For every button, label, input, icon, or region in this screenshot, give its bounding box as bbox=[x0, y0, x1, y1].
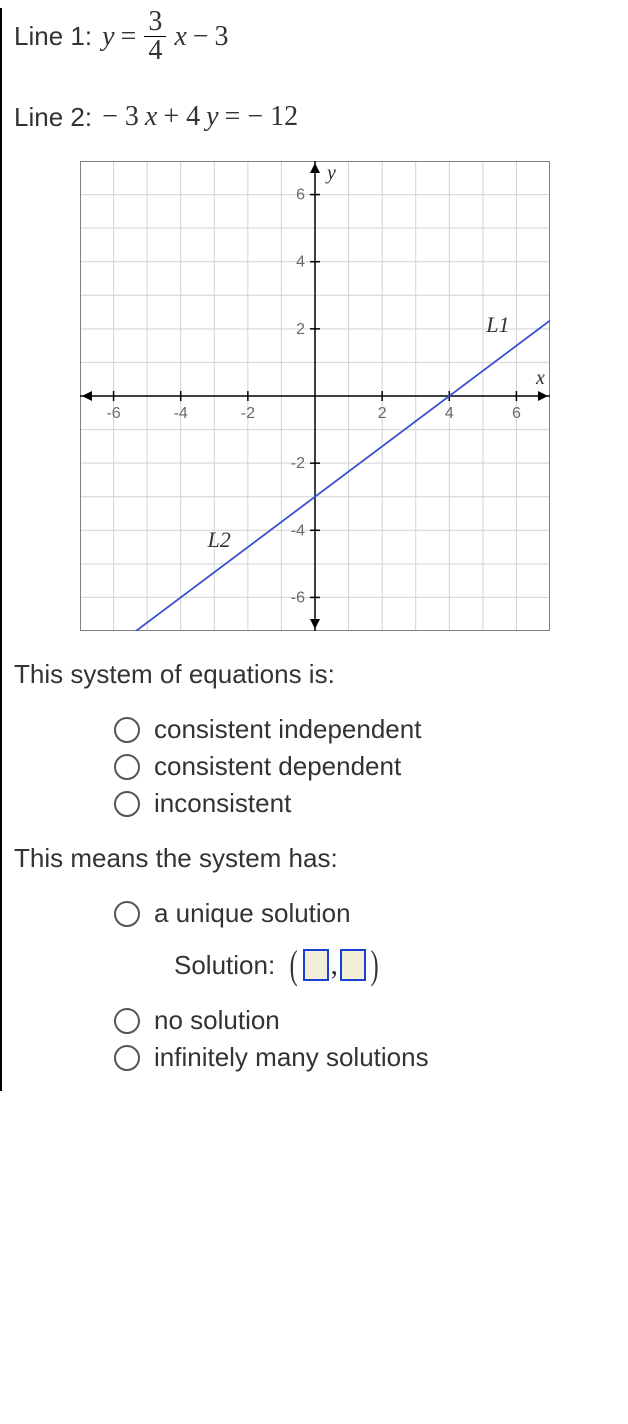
option-consistent-dependent[interactable]: consistent dependent bbox=[114, 751, 616, 782]
question-2-prompt: This means the system has: bbox=[14, 843, 616, 874]
var-y: y bbox=[102, 21, 114, 53]
fraction: 3 4 bbox=[144, 8, 166, 65]
radio-icon bbox=[114, 754, 140, 780]
radio-icon bbox=[114, 1045, 140, 1071]
radio-icon bbox=[114, 717, 140, 743]
option-label: infinitely many solutions bbox=[154, 1042, 429, 1073]
open-paren: ( bbox=[290, 945, 298, 985]
neg3: − 3 bbox=[102, 101, 139, 133]
radio-icon bbox=[114, 1008, 140, 1034]
option-label: a unique solution bbox=[154, 898, 351, 929]
graph-container: -6 -4 -2 2 4 6 -6 -4 -2 2 4 6 y x L1 L2 bbox=[14, 161, 616, 631]
line-1-equation: Line 1: y = 3 4 x − 3 bbox=[14, 8, 616, 65]
var-y2: y bbox=[206, 101, 218, 133]
option-consistent-independent[interactable]: consistent independent bbox=[114, 714, 616, 745]
option-label: consistent dependent bbox=[154, 751, 401, 782]
plus4: + 4 bbox=[163, 101, 200, 133]
svg-text:-4: -4 bbox=[174, 405, 188, 422]
solution-entry-row: Solution: ( , ) bbox=[174, 945, 616, 985]
problem-panel: Line 1: y = 3 4 x − 3 Line 2: − 3 x + 4 … bbox=[0, 8, 628, 1091]
close-paren: ) bbox=[371, 945, 379, 985]
question-1-options: consistent independent consistent depend… bbox=[114, 714, 616, 819]
denominator: 4 bbox=[144, 37, 166, 65]
eq-neg12: = − 12 bbox=[225, 101, 299, 133]
solution-x-input[interactable] bbox=[303, 949, 329, 981]
svg-text:x: x bbox=[535, 367, 545, 389]
option-inconsistent[interactable]: inconsistent bbox=[114, 788, 616, 819]
var-x2: x bbox=[145, 101, 157, 133]
svg-text:2: 2 bbox=[378, 405, 387, 422]
svg-text:-6: -6 bbox=[106, 405, 120, 422]
constant: 3 bbox=[215, 21, 229, 53]
radio-icon bbox=[114, 791, 140, 817]
question-1-prompt: This system of equations is: bbox=[14, 659, 616, 690]
svg-text:y: y bbox=[325, 162, 336, 184]
svg-text:L1: L1 bbox=[485, 312, 509, 337]
comma: , bbox=[331, 948, 339, 982]
option-no-solution[interactable]: no solution bbox=[114, 1005, 616, 1036]
ordered-pair: ( , ) bbox=[287, 945, 381, 985]
svg-text:4: 4 bbox=[296, 254, 305, 271]
line-2-equation: Line 2: − 3 x + 4 y = − 12 bbox=[14, 101, 616, 133]
line-1-label: Line 1: bbox=[14, 21, 92, 52]
coordinate-graph: -6 -4 -2 2 4 6 -6 -4 -2 2 4 6 y x L1 L2 bbox=[80, 161, 550, 631]
option-unique-solution[interactable]: a unique solution bbox=[114, 898, 616, 929]
option-label: no solution bbox=[154, 1005, 280, 1036]
svg-text:6: 6 bbox=[296, 187, 305, 204]
svg-text:L2: L2 bbox=[207, 527, 231, 552]
var-x: x bbox=[174, 21, 186, 53]
svg-text:4: 4 bbox=[445, 405, 454, 422]
svg-text:-2: -2 bbox=[241, 405, 255, 422]
solution-label: Solution: bbox=[174, 950, 275, 981]
minus: − bbox=[193, 21, 209, 53]
numerator: 3 bbox=[144, 8, 166, 37]
option-label: inconsistent bbox=[154, 788, 291, 819]
option-label: consistent independent bbox=[154, 714, 421, 745]
svg-text:2: 2 bbox=[296, 321, 305, 338]
svg-text:-4: -4 bbox=[291, 522, 305, 539]
option-infinitely-many[interactable]: infinitely many solutions bbox=[114, 1042, 616, 1073]
svg-text:6: 6 bbox=[512, 405, 521, 422]
solution-y-input[interactable] bbox=[340, 949, 366, 981]
line-2-label: Line 2: bbox=[14, 102, 92, 133]
question-2-options: a unique solution Solution: ( , ) no sol… bbox=[114, 898, 616, 1073]
radio-icon bbox=[114, 901, 140, 927]
equals: = bbox=[121, 21, 137, 53]
svg-text:-2: -2 bbox=[291, 455, 305, 472]
svg-text:-6: -6 bbox=[291, 589, 305, 606]
